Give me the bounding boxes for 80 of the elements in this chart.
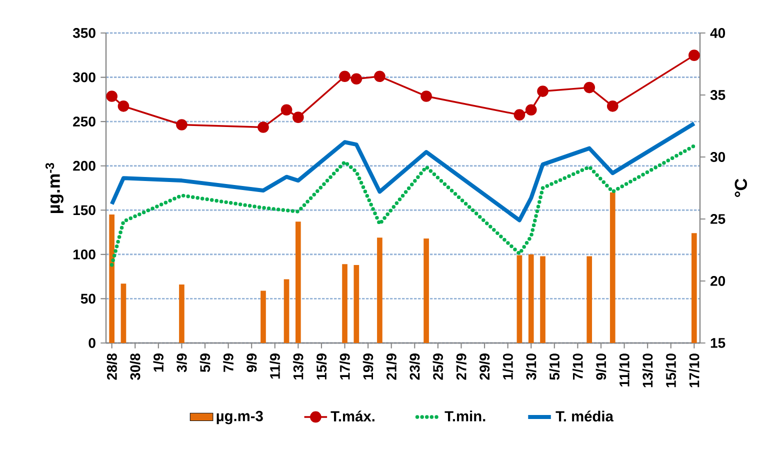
bar (260, 290, 266, 343)
y-tick-label: 350 (72, 28, 96, 38)
point (280, 104, 292, 116)
x-tick-label: 17/9 (340, 354, 350, 380)
bar (586, 256, 592, 343)
x-tick-label: 1/9 (153, 354, 164, 372)
line-series (110, 122, 696, 222)
point (106, 90, 118, 102)
x-tick-label: 9/9 (246, 354, 257, 372)
x-tick-label: 13/10 (642, 354, 653, 388)
point (525, 104, 537, 116)
bar (342, 264, 348, 343)
legend-label: T.min. (444, 410, 486, 422)
x-tick-label: 25/9 (432, 354, 444, 380)
point (537, 86, 548, 97)
y2-tick-label: 20 (710, 276, 726, 286)
line-series (110, 144, 696, 267)
x-tick-label: 11/10 (619, 354, 630, 386)
bar (284, 279, 290, 343)
x-tick-label: 3/10 (526, 354, 536, 380)
x-tick-label: 7/10 (572, 354, 583, 380)
x-tick-label: 13/9 (292, 354, 304, 380)
y2-tick-label: 35 (710, 90, 726, 100)
point (420, 90, 432, 102)
x-tick-label: 30/8 (130, 353, 140, 380)
y2-tick-label: 30 (710, 152, 726, 162)
point (514, 109, 526, 120)
bar (540, 256, 546, 343)
bar (179, 284, 184, 343)
x-tick-label: 28/8 (106, 353, 118, 380)
y2-tick-label: 40 (710, 28, 726, 38)
point (374, 70, 386, 82)
point (606, 100, 618, 112)
x-tick-label: 17/10 (688, 354, 700, 388)
y-tick-label: 300 (72, 72, 96, 82)
point (292, 112, 304, 123)
bar (528, 254, 534, 343)
x-tick-label: 21/9 (386, 354, 397, 380)
y2-axis-title: °C (734, 178, 748, 197)
bar (109, 214, 114, 343)
bar (692, 233, 697, 343)
y-tick-label: 200 (73, 160, 96, 171)
y2-tick-label: 15 (710, 338, 726, 348)
point (688, 50, 700, 61)
legend-label: T.máx. (330, 410, 374, 422)
x-tick-label: 9/10 (596, 354, 606, 380)
y-tick-label: 0 (88, 338, 96, 348)
x-tick-label: 7/9 (223, 354, 234, 372)
bar (610, 192, 616, 343)
x-tick-label: 5/9 (200, 354, 210, 372)
x-tick-label: 15/9 (316, 354, 327, 380)
x-tick-label: 29/9 (479, 354, 490, 380)
point (339, 70, 350, 82)
x-tick-label: 3/9 (176, 354, 187, 372)
bar (377, 238, 382, 343)
point (118, 100, 130, 112)
legend-label: T. média (556, 410, 614, 422)
point (584, 82, 596, 94)
x-tick-label: 19/9 (362, 354, 374, 380)
point (176, 119, 188, 130)
y-tick-label: 50 (80, 294, 96, 304)
x-tick-label: 11/9 (270, 354, 280, 379)
x-tick-label: 27/9 (456, 354, 466, 380)
bar (354, 265, 360, 343)
y-tick-label: 100 (73, 249, 96, 260)
x-tick-label: 5/10 (549, 354, 560, 380)
x-tick-label: 23/9 (409, 354, 420, 380)
bar (296, 222, 301, 343)
x-tick-label: 1/10 (502, 354, 514, 380)
bar (424, 238, 429, 343)
point (258, 122, 269, 133)
bar (516, 255, 522, 343)
legend-label: µg.m-3 (216, 410, 263, 424)
y-tick-label: 150 (73, 205, 96, 216)
bar (120, 284, 126, 343)
x-tick-label: 15/10 (666, 354, 676, 388)
y-axis-title: µg.m$^{-3}$ (46, 162, 64, 213)
point (350, 73, 362, 85)
y-tick-label: 250 (73, 116, 96, 127)
y2-tick-label: 25 (710, 214, 726, 224)
